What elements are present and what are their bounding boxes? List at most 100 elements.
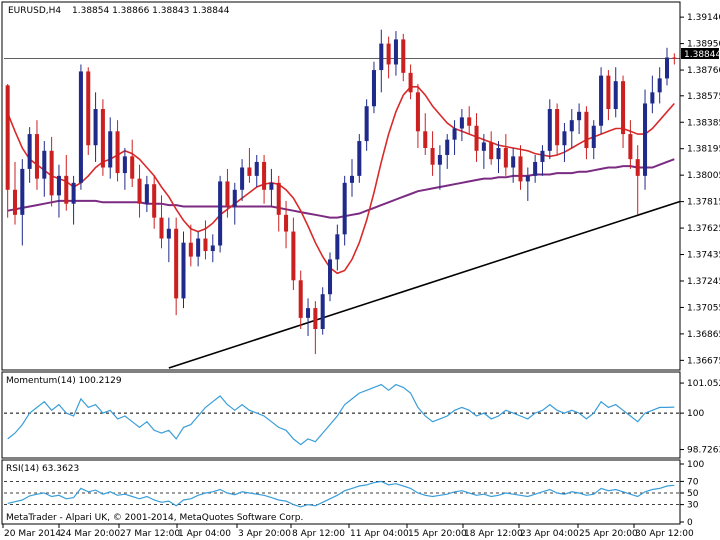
x-tick-label: 18 Apr 12:00 [464, 529, 523, 539]
current-price-box [681, 48, 719, 59]
y-tick-label: 1.38760 [687, 66, 720, 76]
x-tick-label: 30 Apr 12:00 [635, 529, 694, 539]
candle-body [408, 72, 413, 93]
y-tick-label: 1.38950 [687, 40, 720, 50]
candle-body [349, 175, 355, 183]
candle-body [144, 184, 149, 204]
rsi-panel-frame [1, 459, 681, 525]
y-tick-label: 30 [687, 501, 699, 511]
y-tick-label: 98.7263 [687, 446, 720, 456]
candle-body [130, 156, 135, 179]
candle-body [628, 134, 633, 160]
momentum-panel-frame [1, 371, 681, 459]
candle-body [489, 142, 494, 160]
candle-body [401, 39, 406, 73]
candle-body [511, 156, 516, 168]
sma-slow-line [7, 158, 675, 219]
candle-body [42, 150, 47, 179]
y-tick-label: 70 [687, 477, 699, 487]
candle-body [591, 125, 596, 149]
candle-body [284, 214, 289, 232]
x-tick-label: 23 Apr 04:00 [520, 529, 579, 539]
y-tick-label: 50 [687, 489, 699, 499]
chart-ohlc: 1.38854 1.38866 1.38843 1.38844 [72, 6, 230, 16]
candle-body [152, 184, 157, 218]
candle-body [643, 103, 648, 176]
y-tick-label: 1.38575 [687, 92, 720, 102]
candle-body [621, 81, 626, 135]
x-tick-label: 24 Mar 20:00 [60, 529, 120, 539]
candle-body [371, 70, 376, 107]
candle-body [181, 242, 186, 299]
y-tick-label: 1.36675 [687, 356, 720, 366]
x-tick-label: 1 Apr 04:00 [178, 529, 231, 539]
candle-body [12, 189, 18, 215]
candle-body [225, 181, 230, 207]
candle-body [291, 231, 296, 281]
candle-body [262, 161, 267, 190]
candle-body [452, 128, 457, 140]
candle-body [657, 78, 662, 93]
candle-body [364, 106, 369, 142]
candle-body [34, 134, 39, 179]
y-tick-label: 1.38005 [687, 171, 720, 181]
y-tick-label: 1.36865 [687, 330, 720, 340]
candle-body [467, 117, 472, 126]
candle-body [64, 175, 69, 204]
candle-body [254, 161, 259, 176]
rsi-y-axis: 100 70 50 30 0 [680, 460, 704, 528]
x-tick-label: 27 Mar 12:00 [120, 529, 180, 539]
candle-body [210, 245, 215, 252]
candle-body [306, 308, 311, 318]
main-plot [4, 29, 681, 369]
candle-body [56, 175, 61, 196]
y-tick-label: 1.37815 [687, 198, 720, 208]
candle-body [379, 43, 384, 71]
candle-body [335, 234, 340, 260]
candle-body [415, 92, 420, 132]
x-tick-label: 3 Apr 20:00 [238, 529, 291, 539]
y-tick-label: 1.37435 [687, 251, 720, 261]
candle-body [232, 189, 237, 207]
candle-body [203, 238, 208, 252]
candle-body [86, 71, 91, 146]
y-tick-label: 1.37245 [687, 277, 720, 287]
momentum-label: Momentum(14) 100.2129 [6, 376, 122, 386]
candle-body [540, 150, 545, 162]
y-tick-label: 100 [687, 409, 704, 419]
candle-body [445, 139, 450, 155]
candle-body [188, 242, 193, 257]
candle-body [342, 182, 347, 235]
candle-body [137, 178, 142, 204]
x-tick-label: 20 Mar 2014 [4, 529, 61, 539]
candle-body [664, 57, 670, 79]
y-tick-label: 100 [687, 460, 704, 470]
candle-body [555, 109, 560, 146]
candle-body [562, 131, 567, 146]
sma-fast-line [6, 86, 675, 275]
candle-body [5, 85, 10, 190]
y-tick-label: 1.39140 [687, 13, 720, 23]
candle-body [49, 150, 54, 196]
y-tick-label: 1.38195 [687, 145, 720, 155]
momentum-plot [4, 383, 680, 446]
y-tick-label: 1.37625 [687, 224, 720, 234]
y-tick-label: 101.0527 [687, 379, 720, 389]
candle-body [276, 182, 281, 215]
candle-body [525, 175, 530, 182]
candle-body [357, 141, 362, 176]
x-tick-label: 11 Apr 04:00 [350, 529, 409, 539]
candle-body [459, 117, 464, 129]
candle-body [577, 111, 582, 121]
candle-body [430, 148, 435, 165]
candle-body [122, 156, 127, 174]
candle-body [650, 92, 655, 104]
candle-body [613, 81, 618, 110]
candle-body [327, 259, 333, 295]
candle-body [78, 71, 83, 183]
candle-body [196, 238, 201, 257]
x-tick-label: 8 Apr 12:00 [292, 529, 345, 539]
candle-body [423, 131, 428, 149]
